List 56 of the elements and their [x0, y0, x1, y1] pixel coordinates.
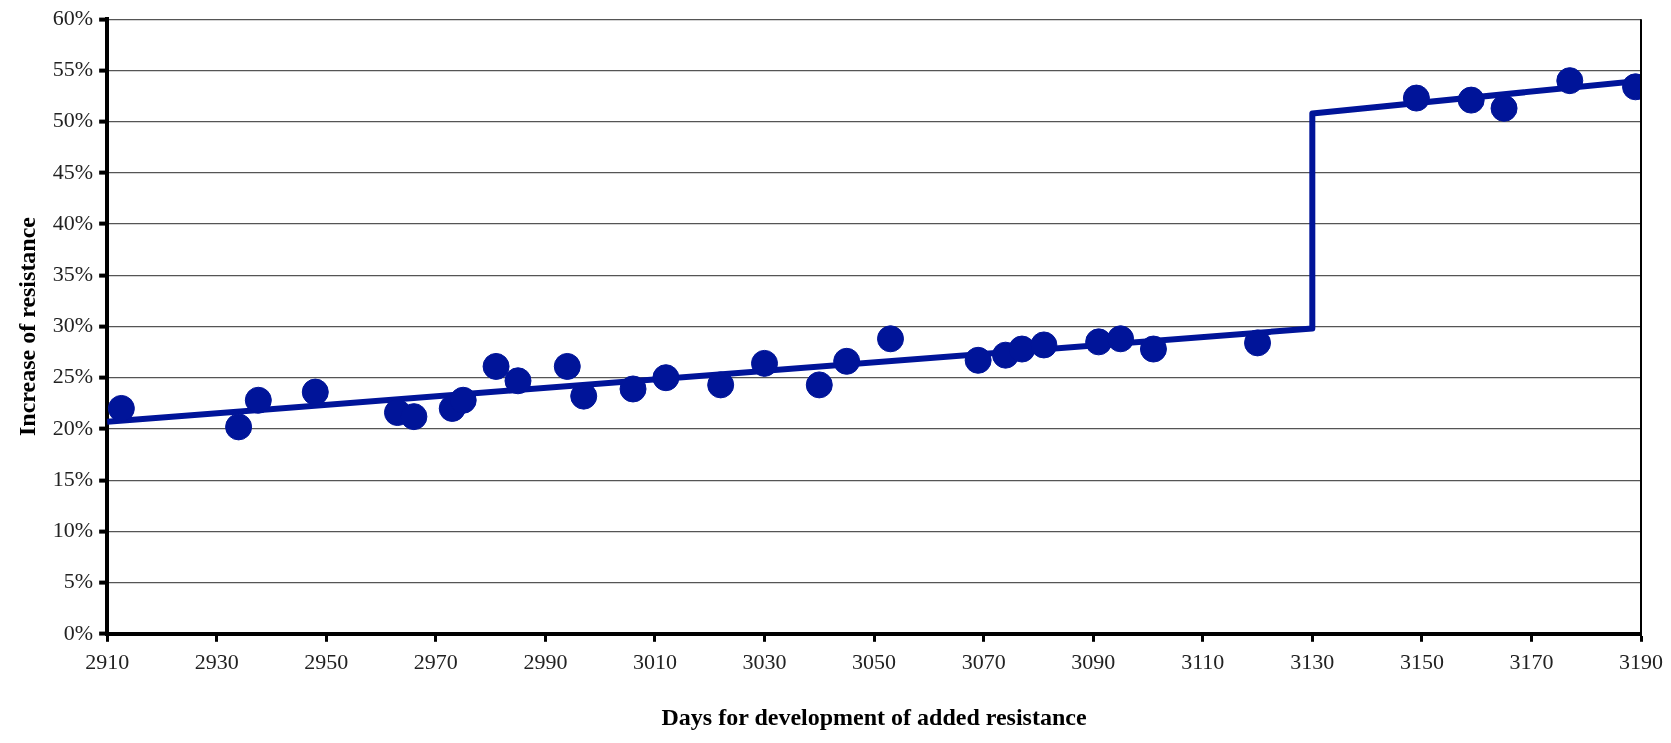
point [400, 403, 428, 431]
point [833, 347, 861, 375]
point [1030, 331, 1058, 359]
point [1139, 335, 1167, 363]
point [301, 378, 329, 406]
x-tick-label: 2930 [194, 648, 239, 674]
y-tick-label: 35% [52, 261, 94, 287]
x-tick-label: 3110 [1181, 648, 1225, 674]
point [553, 352, 581, 380]
y-tick-label: 20% [52, 414, 94, 440]
x-tick-label: 3070 [961, 648, 1006, 674]
point [1008, 335, 1036, 363]
y-axis-title: Increase of resistance [13, 216, 40, 437]
point [1457, 86, 1485, 114]
x-tick-label: 3050 [852, 648, 897, 674]
y-tick-label: 0% [63, 619, 94, 645]
point [1402, 84, 1430, 112]
point [619, 375, 647, 403]
x-tick-label: 3150 [1399, 648, 1444, 674]
point [504, 367, 532, 395]
y-tick-label: 40% [52, 209, 94, 235]
x-tick-label: 3170 [1509, 648, 1554, 674]
point [1490, 94, 1518, 122]
point [1556, 67, 1584, 95]
x-tick-label: 2970 [413, 648, 458, 674]
x-tick-label: 3030 [742, 648, 787, 674]
x-tick-label: 3010 [632, 648, 677, 674]
x-tick-label: 2910 [85, 648, 130, 674]
point [1107, 325, 1135, 353]
y-tick-label: 45% [52, 158, 94, 184]
point [107, 394, 135, 422]
x-tick-label: 2950 [304, 648, 349, 674]
y-tick-label: 60% [52, 4, 94, 30]
x-tick-label: 3090 [1071, 648, 1116, 674]
point [751, 349, 778, 377]
y-tick-label: 50% [52, 107, 94, 133]
y-tick-label: 5% [63, 568, 94, 594]
y-tick-label: 55% [52, 56, 94, 82]
point [482, 352, 510, 380]
x-tick-label: 3190 [1619, 648, 1663, 674]
y-tick-label: 25% [52, 363, 94, 389]
point [877, 325, 904, 353]
point [707, 371, 735, 399]
point [225, 413, 253, 441]
x-axis-title: Days for development of added resistance [661, 703, 1087, 730]
point [964, 346, 992, 374]
point [1244, 329, 1272, 357]
point [652, 364, 680, 392]
point [1085, 328, 1113, 356]
x-tick-label: 3130 [1290, 648, 1335, 674]
y-tick-label: 30% [52, 312, 94, 338]
y-tick-label: 10% [52, 517, 94, 543]
point [244, 386, 272, 414]
point [805, 371, 833, 399]
y-tick-label: 15% [52, 465, 94, 491]
x-tick-label: 2990 [523, 648, 568, 674]
